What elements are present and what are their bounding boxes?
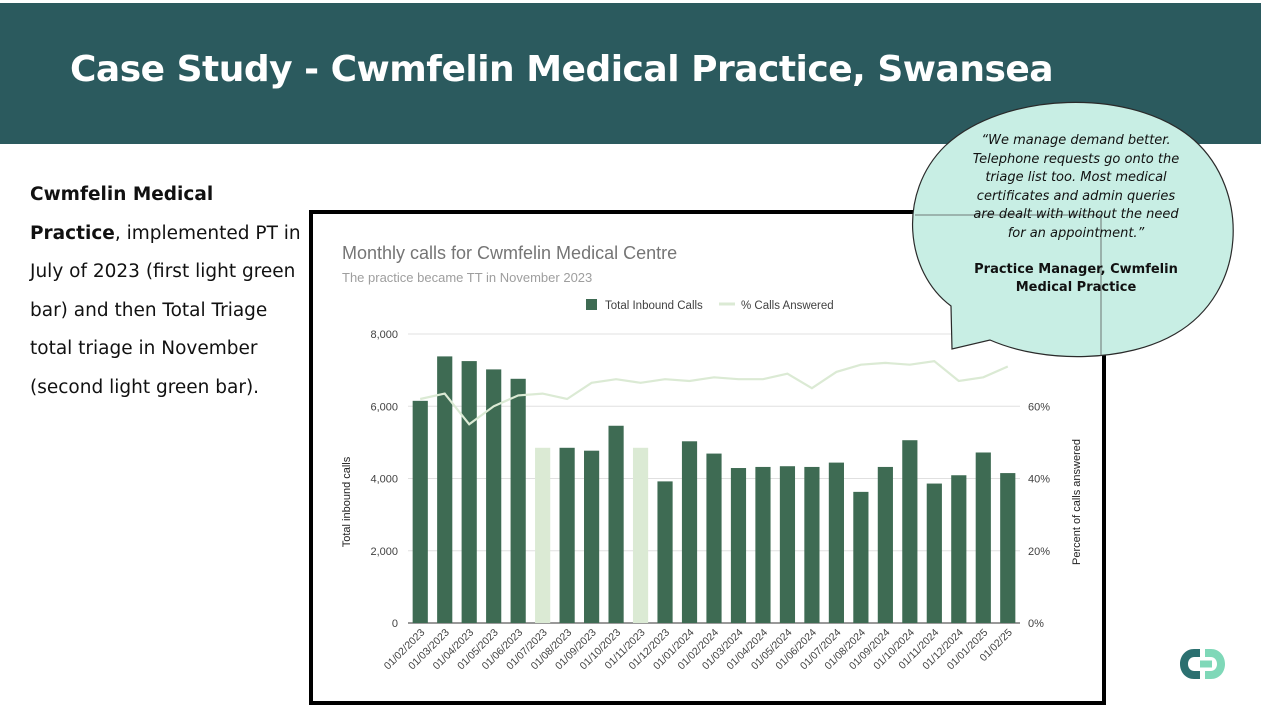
company-logo <box>1180 649 1225 679</box>
bar <box>584 450 600 623</box>
y2-tick-label: 20% <box>1028 546 1050 558</box>
quote-attribution: Practice Manager, Cwmfelin Medical Pract… <box>974 262 1178 295</box>
logo-left-shape <box>1180 649 1200 679</box>
bar <box>461 361 477 623</box>
legend-label-answered[interactable]: % Calls Answered <box>741 300 834 312</box>
bar <box>657 481 673 623</box>
y2-tick-label: 60% <box>1028 401 1050 413</box>
bar <box>730 468 747 623</box>
title-bar: Case Study - Cwmfelin Medical Practice, … <box>0 3 1261 144</box>
quote-text: “We manage demand better. Telephone requ… <box>972 133 1180 241</box>
y2-tick-label: 0% <box>1028 618 1044 630</box>
body-text: Cwmfelin Medical Practice, implemented P… <box>30 176 305 407</box>
bar <box>804 466 820 623</box>
body-practice-name: Cwmfelin Medical Practice <box>30 184 214 244</box>
logo-bridge-shape <box>1200 660 1212 668</box>
bar <box>632 447 649 623</box>
bar <box>926 483 942 623</box>
legend-swatch-calls <box>586 299 597 310</box>
logo-right-shape <box>1205 649 1225 679</box>
bar <box>510 378 526 623</box>
bar <box>902 440 918 623</box>
bar <box>975 452 991 623</box>
bar <box>559 447 575 623</box>
y2-axis-label: Percent of calls answered <box>1071 439 1083 565</box>
bar <box>608 425 624 623</box>
body-description: , implemented PT in July of 2023 (first … <box>30 222 301 398</box>
y2-tick-label: 40% <box>1028 474 1050 486</box>
bar <box>412 400 428 623</box>
y-tick-label: 4,000 <box>370 474 398 486</box>
calls-chart: Monthly calls for Cwmfelin Medical Centr… <box>341 243 1083 672</box>
bar <box>877 466 893 623</box>
chart-title: Monthly calls for Cwmfelin Medical Centr… <box>342 243 677 263</box>
bar <box>437 356 453 623</box>
bar <box>951 475 967 623</box>
bar <box>779 466 796 623</box>
bar <box>486 369 502 623</box>
y-tick-label: 2,000 <box>370 546 398 558</box>
bar <box>853 491 869 623</box>
bar <box>828 462 844 623</box>
legend-label-calls[interactable]: Total Inbound Calls <box>605 300 703 312</box>
y-axis-label: Total inbound calls <box>341 456 353 547</box>
bar <box>535 447 551 623</box>
chart-subtitle: The practice became TT in November 2023 <box>342 270 592 285</box>
y-tick-label: 0 <box>392 618 398 630</box>
percent-answered-line <box>419 359 1009 426</box>
bar <box>755 466 771 623</box>
y-tick-label: 6,000 <box>370 401 398 413</box>
bar <box>1000 473 1016 623</box>
bar <box>681 441 698 623</box>
quote-box: “We manage demand better. Telephone requ… <box>968 132 1184 297</box>
slide-title: Case Study - Cwmfelin Medical Practice, … <box>70 49 1054 90</box>
y-tick-label: 8,000 <box>370 329 398 341</box>
bar <box>706 453 722 623</box>
